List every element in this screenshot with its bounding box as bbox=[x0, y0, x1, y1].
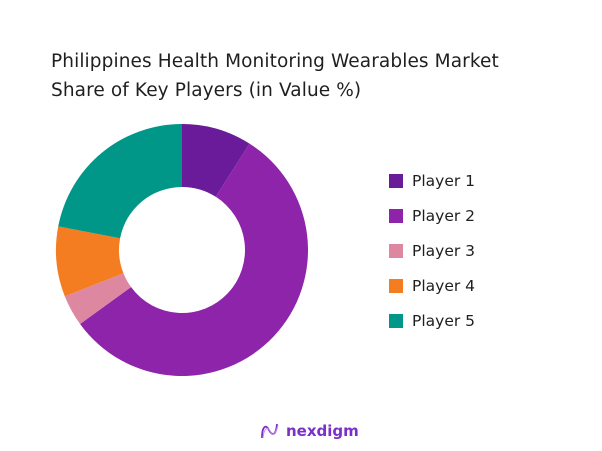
legend-item-player-3: Player 3 bbox=[389, 242, 475, 260]
chart-title-line-2: Share of Key Players (in Value %) bbox=[51, 80, 362, 101]
donut-slice-player-5 bbox=[58, 124, 182, 239]
nexdigm-logo-icon bbox=[261, 423, 279, 439]
legend-item-player-1: Player 1 bbox=[389, 172, 475, 190]
legend-label: Player 5 bbox=[412, 312, 476, 330]
legend-label: Player 4 bbox=[412, 277, 476, 295]
legend-item-player-2: Player 2 bbox=[389, 207, 475, 225]
legend-label: Player 3 bbox=[412, 242, 476, 260]
donut-slice-player-2 bbox=[80, 143, 308, 376]
donut-slice-player-3 bbox=[64, 273, 132, 325]
donut-slice-player-1 bbox=[182, 124, 250, 197]
chart-legend: Player 1 Player 2 Player 3 Player 4 Play… bbox=[389, 172, 475, 347]
legend-swatch-icon bbox=[389, 244, 403, 258]
legend-swatch-icon bbox=[389, 209, 403, 223]
chart-title-line-1: Philippines Health Monitoring Wearables … bbox=[51, 51, 499, 72]
legend-item-player-4: Player 4 bbox=[389, 277, 475, 295]
brand-logo: nexdigm bbox=[260, 422, 359, 440]
legend-swatch-icon bbox=[389, 314, 403, 328]
legend-label: Player 1 bbox=[412, 172, 476, 190]
legend-item-player-5: Player 5 bbox=[389, 312, 475, 330]
legend-swatch-icon bbox=[389, 174, 403, 188]
legend-label: Player 2 bbox=[412, 207, 476, 225]
chart-title: Philippines Health Monitoring Wearables … bbox=[51, 47, 571, 105]
donut-slice-player-4 bbox=[55, 226, 124, 297]
brand-name: nexdigm bbox=[286, 422, 359, 440]
legend-swatch-icon bbox=[389, 279, 403, 293]
